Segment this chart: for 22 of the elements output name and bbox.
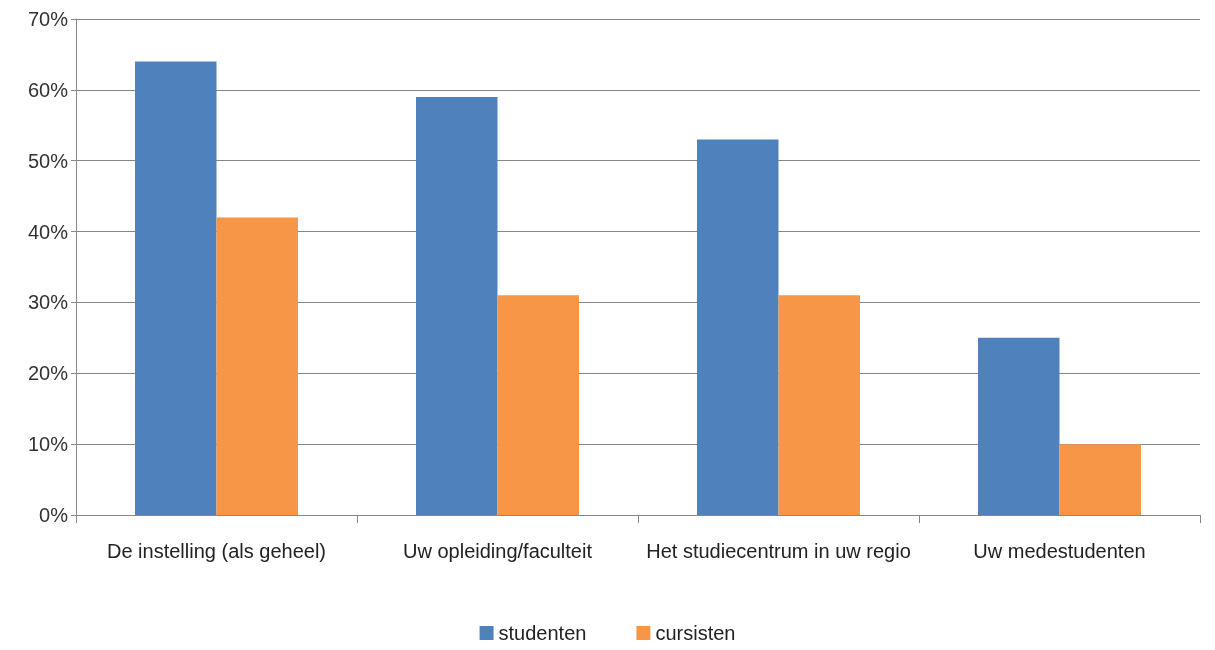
y-tick-label: 40% bbox=[27, 220, 69, 243]
x-tick-label: Het studiecentrum in uw regio bbox=[646, 540, 911, 562]
x-tick-label: De instelling (als geheel) bbox=[106, 540, 327, 562]
y-tick-label: 10% bbox=[27, 433, 69, 456]
legend-label: studenten bbox=[498, 622, 587, 644]
bar bbox=[978, 337, 1060, 515]
y-tick-label: 0% bbox=[39, 504, 69, 526]
bar bbox=[416, 96, 498, 515]
bar bbox=[497, 295, 579, 515]
x-tick-label: Uw opleiding/faculteit bbox=[403, 540, 593, 562]
y-tick-label: 60% bbox=[27, 78, 69, 101]
y-tick-label: 70% bbox=[27, 8, 69, 30]
y-tick-label: 50% bbox=[27, 149, 69, 172]
bar bbox=[697, 139, 779, 515]
y-tick-label: 20% bbox=[27, 362, 69, 385]
legend-label: cursisten bbox=[655, 622, 736, 644]
y-tick-label: 30% bbox=[27, 291, 69, 314]
x-tick-label: Uw medestudenten bbox=[973, 540, 1146, 562]
bar bbox=[778, 295, 860, 515]
bar bbox=[216, 217, 298, 515]
bar bbox=[135, 61, 217, 515]
bar bbox=[1059, 444, 1141, 515]
